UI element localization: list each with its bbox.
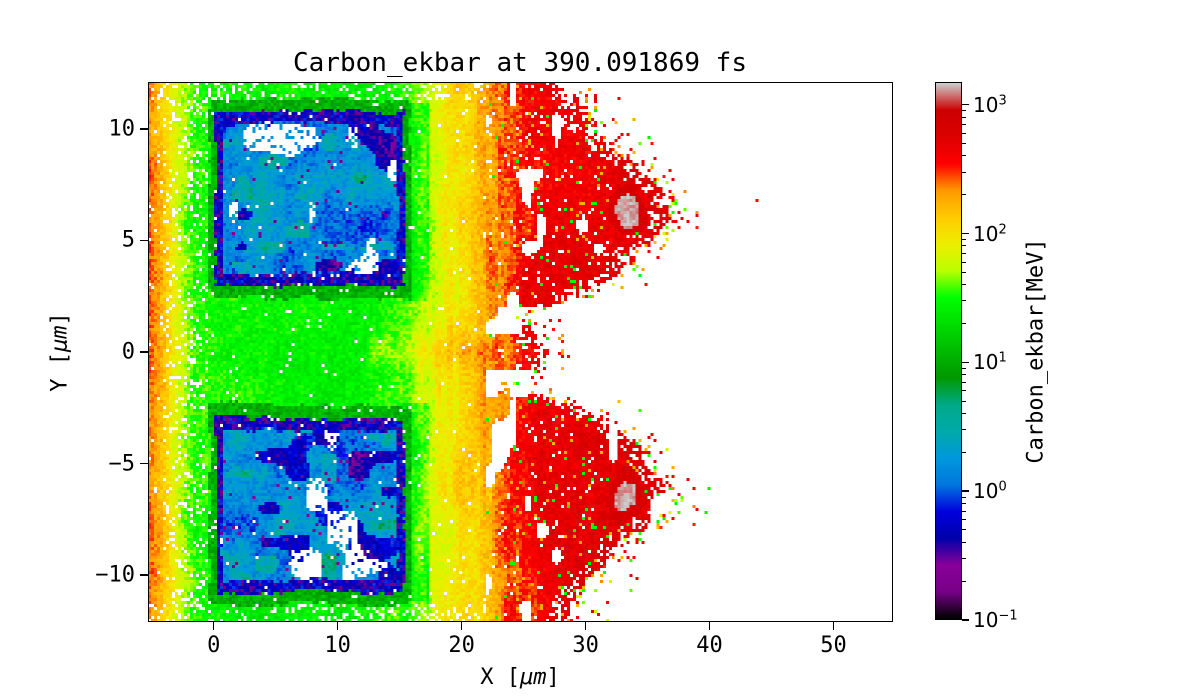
y-tick-label: −5 bbox=[108, 451, 136, 477]
colorbar-minor-tick-mark bbox=[962, 284, 966, 286]
x-axis-label: X [μm] bbox=[480, 665, 560, 690]
colorbar-tick-label: 101 bbox=[973, 350, 1007, 375]
colorbar-tick-mark bbox=[962, 103, 969, 106]
x-tick-label: 20 bbox=[448, 633, 475, 658]
colorbar-minor-tick-mark bbox=[962, 300, 966, 302]
colorbar-minor-tick-mark bbox=[962, 374, 966, 376]
colorbar-minor-tick-mark bbox=[962, 238, 966, 240]
colorbar-minor-tick-mark bbox=[962, 252, 966, 254]
heatmap-canvas bbox=[148, 82, 893, 622]
y-tick-label: 10 bbox=[108, 116, 136, 142]
x-tick-mark bbox=[336, 622, 339, 630]
y-axis-label-unit: μm bbox=[47, 325, 73, 353]
y-axis-label-post: ] bbox=[47, 312, 73, 326]
colorbar-minor-tick-mark bbox=[962, 529, 966, 531]
colorbar-minor-tick-mark bbox=[962, 194, 966, 196]
y-tick-mark bbox=[140, 351, 148, 353]
plot-title: Carbon_ekbar at 390.091869 fs bbox=[293, 48, 747, 78]
colorbar-minor-tick-mark bbox=[962, 245, 966, 247]
x-tick-label: 40 bbox=[696, 633, 723, 658]
colorbar-minor-tick-mark bbox=[962, 510, 966, 512]
colorbar-tick-label: 10−1 bbox=[973, 608, 1018, 632]
x-tick-mark bbox=[832, 622, 835, 630]
x-tick-label: 30 bbox=[572, 633, 599, 658]
colorbar-minor-tick-mark bbox=[962, 451, 966, 453]
colorbar-minor-tick-mark bbox=[962, 496, 966, 498]
colorbar-minor-tick-mark bbox=[962, 261, 966, 263]
y-axis-label-pre: Y [ bbox=[47, 352, 73, 392]
colorbar-tick-label: 103 bbox=[973, 92, 1007, 117]
colorbar-minor-tick-mark bbox=[962, 400, 966, 402]
colorbar-tick-mark bbox=[962, 490, 969, 492]
colorbar-minor-tick-mark bbox=[962, 367, 966, 369]
colorbar-minor-tick-mark bbox=[962, 519, 966, 521]
y-axis-label: Y [μm] bbox=[48, 312, 73, 392]
x-axis-label-unit: μm bbox=[520, 665, 547, 690]
x-tick-mark bbox=[584, 622, 587, 630]
y-tick-label: 0 bbox=[121, 339, 135, 365]
colorbar-minor-tick-mark bbox=[962, 429, 966, 431]
x-tick-mark bbox=[460, 622, 463, 630]
colorbar-tick-label: 100 bbox=[973, 479, 1007, 504]
colorbar-minor-tick-mark bbox=[962, 390, 966, 392]
x-tick-mark bbox=[708, 622, 711, 630]
colorbar-minor-tick-mark bbox=[962, 413, 966, 415]
y-tick-label: −10 bbox=[95, 562, 135, 588]
y-tick-mark bbox=[140, 128, 148, 130]
colorbar bbox=[935, 82, 962, 620]
colorbar-minor-tick-mark bbox=[962, 110, 966, 112]
colorbar-minor-tick-mark bbox=[962, 142, 966, 144]
colorbar-minor-tick-mark bbox=[962, 541, 966, 543]
colorbar-label: Carbon_ekbar[MeV] bbox=[1023, 238, 1049, 464]
colorbar-minor-tick-mark bbox=[962, 171, 966, 173]
colorbar-minor-tick-mark bbox=[962, 116, 966, 118]
colorbar-gradient bbox=[936, 83, 961, 619]
y-tick-mark bbox=[140, 462, 148, 465]
y-tick-mark bbox=[140, 574, 148, 576]
colorbar-minor-tick-mark bbox=[962, 323, 966, 325]
colorbar-tick-label: 102 bbox=[973, 221, 1007, 246]
x-tick-label: 0 bbox=[207, 633, 221, 658]
colorbar-minor-tick-mark bbox=[962, 558, 966, 560]
colorbar-minor-tick-mark bbox=[962, 155, 966, 157]
colorbar-tick-mark bbox=[962, 232, 969, 235]
colorbar-minor-tick-mark bbox=[962, 580, 966, 582]
x-axis-label-post: ] bbox=[546, 665, 560, 690]
colorbar-minor-tick-mark bbox=[962, 124, 966, 126]
colorbar-minor-tick-mark bbox=[962, 503, 966, 505]
y-tick-mark bbox=[140, 239, 148, 242]
colorbar-minor-tick-mark bbox=[962, 132, 966, 134]
x-axis-label-pre: X [ bbox=[480, 665, 520, 690]
x-tick-mark bbox=[212, 622, 215, 630]
colorbar-minor-tick-mark bbox=[962, 271, 966, 273]
colorbar-tick-mark bbox=[962, 361, 969, 364]
y-tick-label: 5 bbox=[121, 227, 135, 253]
colorbar-tick-mark bbox=[962, 619, 969, 621]
x-tick-label: 10 bbox=[324, 633, 351, 658]
x-tick-label: 50 bbox=[820, 633, 847, 658]
colorbar-minor-tick-mark bbox=[962, 381, 966, 383]
